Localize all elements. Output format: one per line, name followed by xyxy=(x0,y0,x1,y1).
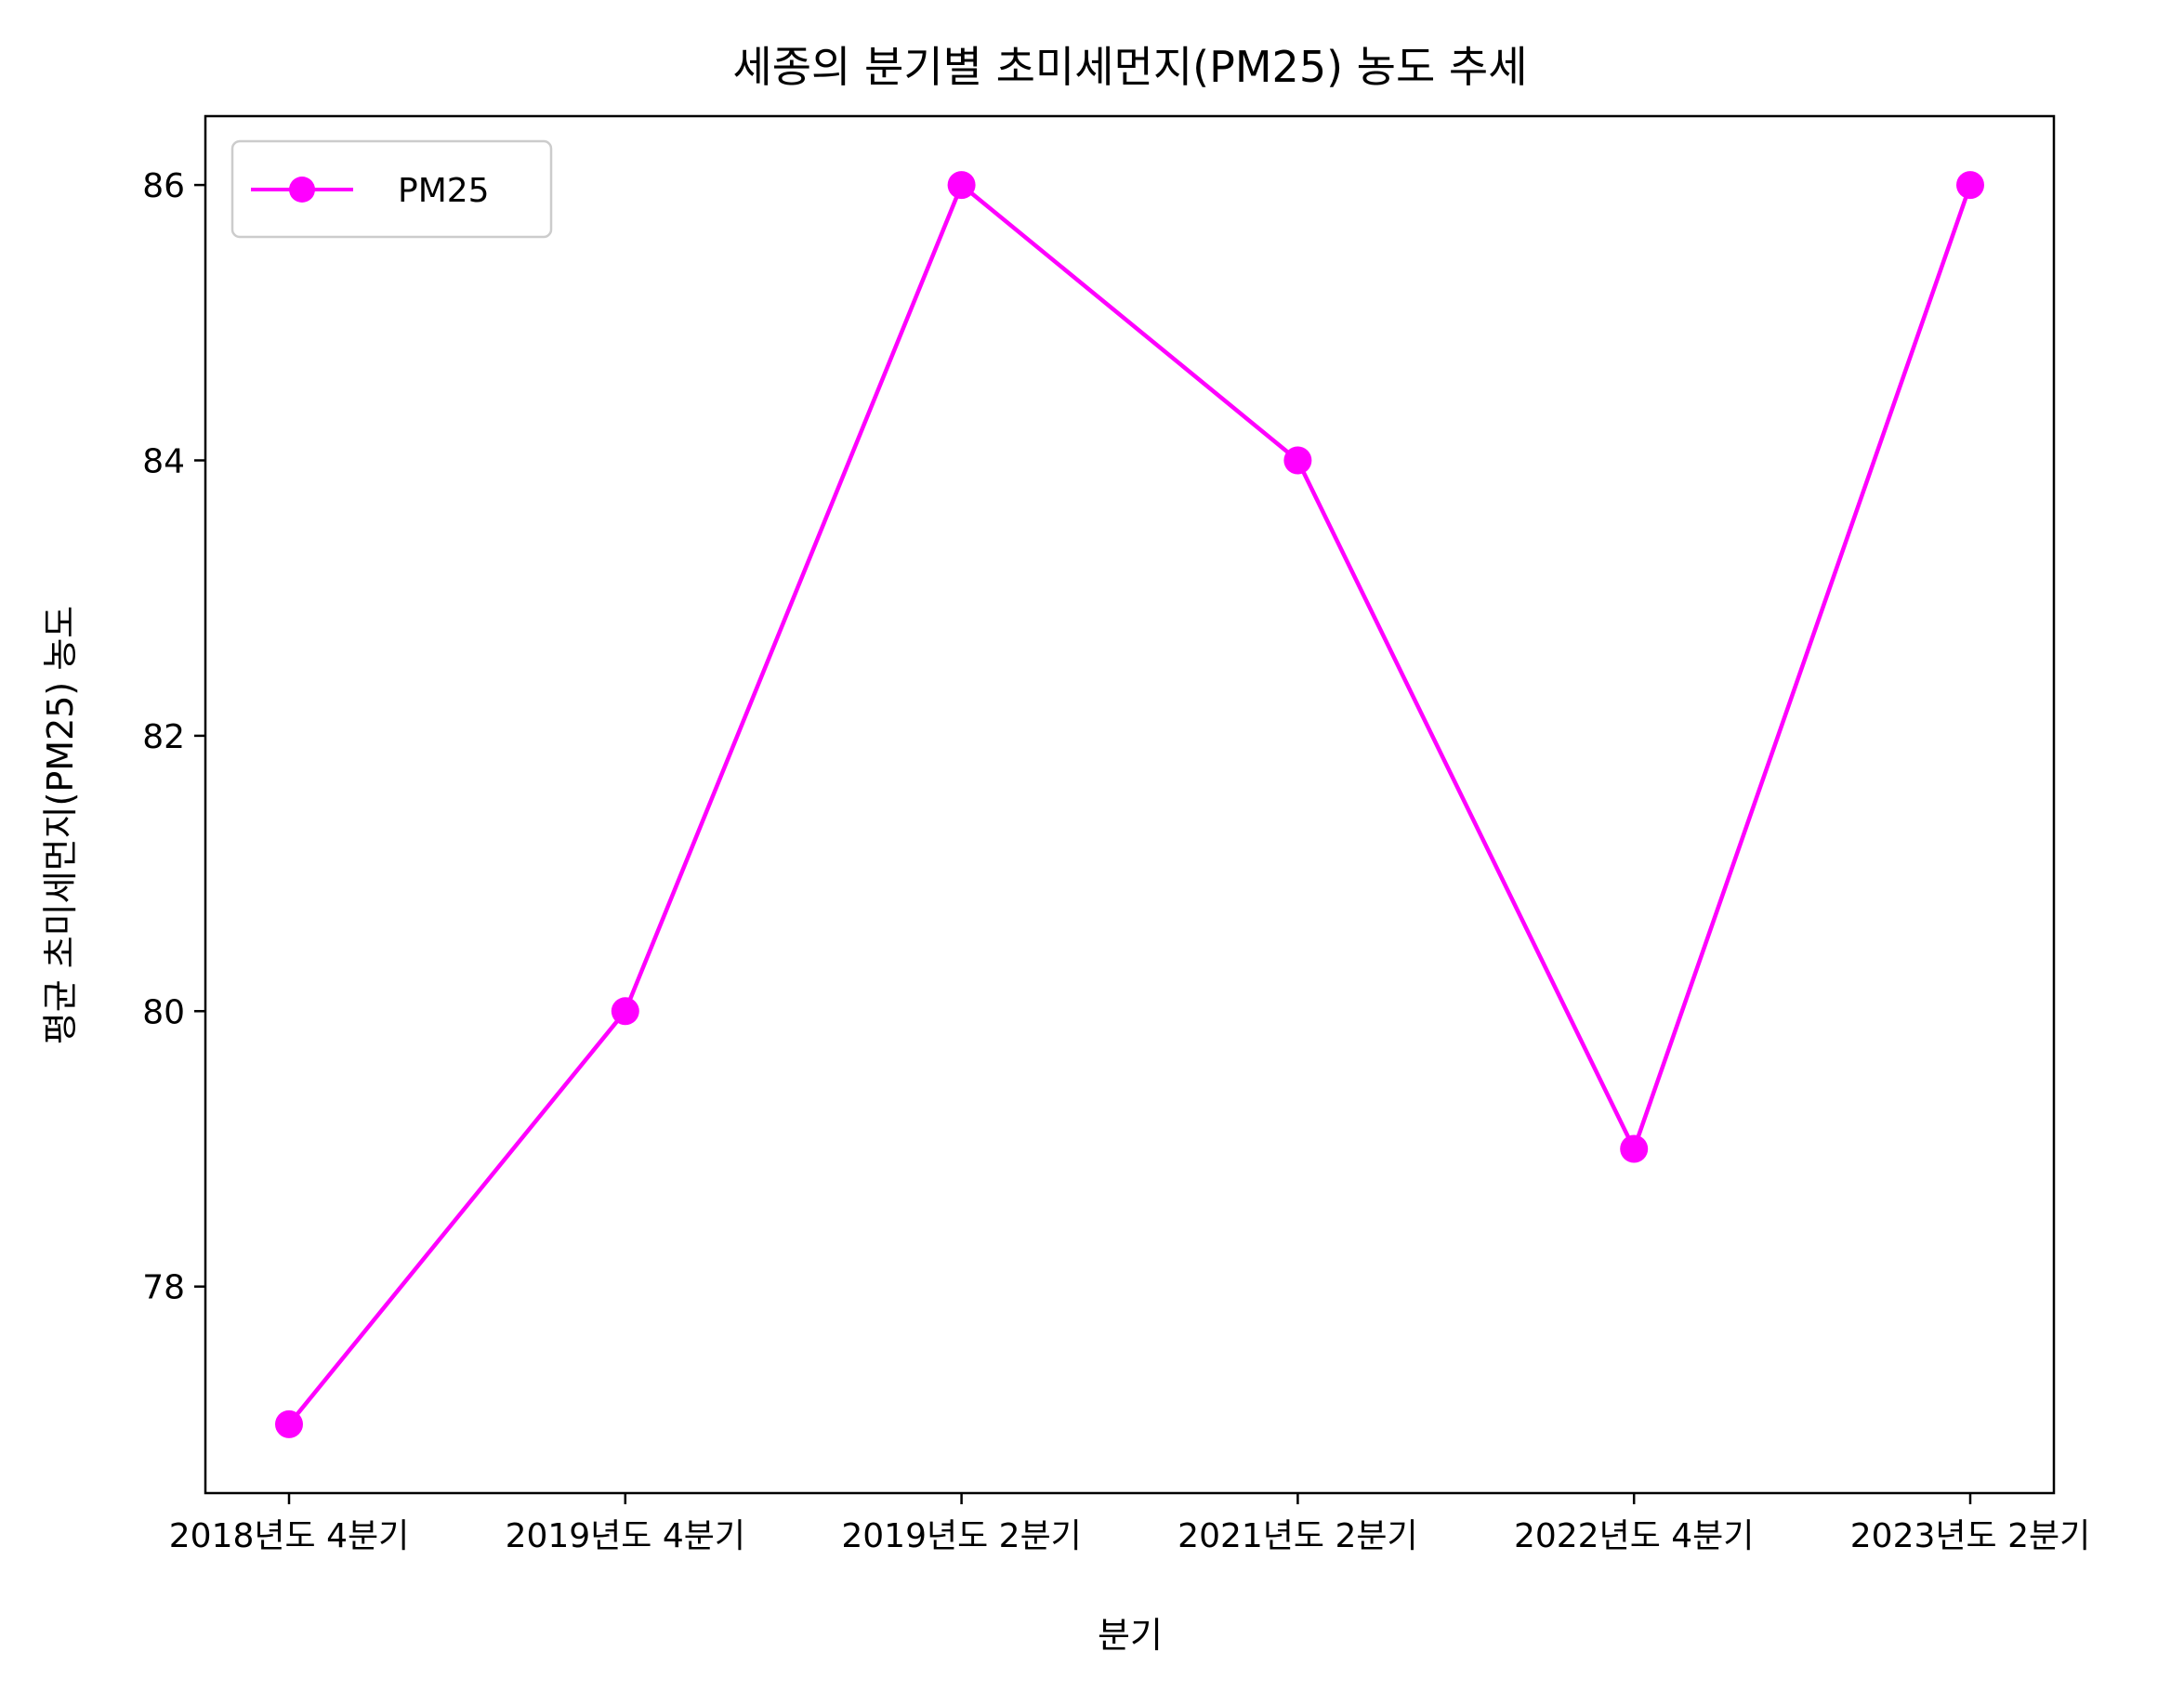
x-tick-label: 2019년도 4분기 xyxy=(506,1517,745,1555)
series-line xyxy=(287,182,1973,1426)
x-axis-label: 분기 xyxy=(1098,1615,1163,1656)
data-point xyxy=(1620,1134,1649,1163)
y-axis: 78 80 82 84 86 xyxy=(142,167,205,1307)
legend-marker-swatch xyxy=(289,177,315,203)
x-tick-label: 2018년도 4분기 xyxy=(169,1517,409,1555)
plot-area xyxy=(275,171,1984,1438)
y-tick-label: 84 xyxy=(142,443,185,481)
chart-title: 세종의 분기별 초미세먼지(PM25) 농도 추세 xyxy=(732,42,1527,92)
y-tick-label: 80 xyxy=(142,993,185,1031)
data-point xyxy=(947,171,976,200)
data-point xyxy=(611,997,639,1026)
y-tick-label: 82 xyxy=(142,718,185,756)
data-point xyxy=(1956,171,1984,200)
legend-label: PM25 xyxy=(398,172,490,210)
legend-box xyxy=(230,139,553,239)
legend: PM25 xyxy=(230,139,553,239)
data-point xyxy=(1283,446,1312,475)
x-axis: 2018년도 4분기 2019년도 4분기 2019년도 2분기 2021년도 2분기… xyxy=(169,1493,2090,1555)
y-tick-label: 86 xyxy=(142,167,185,205)
y-tick-label: 78 xyxy=(142,1269,185,1307)
data-point xyxy=(275,1409,303,1438)
x-tick-label: 2021년도 2분기 xyxy=(1178,1517,1417,1555)
y-axis-label: 평균 초미세먼지(PM25) 농도 xyxy=(40,606,81,1045)
x-tick-label: 2019년도 2분기 xyxy=(841,1517,1081,1555)
x-tick-label: 2023년도 2분기 xyxy=(1850,1517,2090,1555)
x-tick-label: 2022년도 4분기 xyxy=(1514,1517,1754,1555)
plot-frame xyxy=(204,114,2056,1495)
